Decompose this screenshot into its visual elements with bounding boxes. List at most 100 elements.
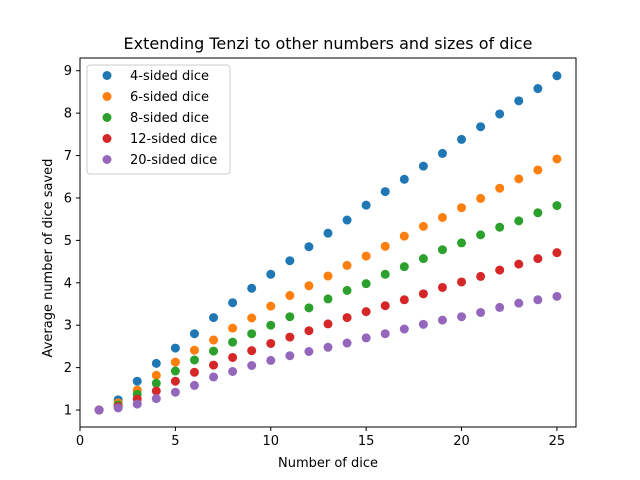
data-point-5-25 xyxy=(552,291,562,301)
data-point-4-15 xyxy=(361,307,371,317)
data-point-5-5 xyxy=(170,387,180,397)
y-tick-label: 8 xyxy=(64,107,72,122)
data-point-5-8 xyxy=(228,366,238,376)
data-point-3-8 xyxy=(228,337,238,347)
data-point-5-16 xyxy=(380,329,390,339)
data-point-3-10 xyxy=(266,320,276,330)
plot-area xyxy=(94,71,562,415)
data-point-2-17 xyxy=(399,231,409,241)
data-point-1-17 xyxy=(399,174,409,184)
data-point-2-8 xyxy=(228,323,238,333)
data-point-5-24 xyxy=(533,295,543,305)
legend-marker-1 xyxy=(102,71,112,80)
legend-label-1: 4-sided dice xyxy=(130,69,209,84)
y-tick-label: 6 xyxy=(64,191,72,206)
data-point-5-11 xyxy=(285,351,295,361)
data-point-4-16 xyxy=(380,301,390,311)
data-point-5-12 xyxy=(304,347,314,356)
x-tick-label: 20 xyxy=(453,434,470,449)
data-point-3-15 xyxy=(361,279,371,289)
data-point-5-22 xyxy=(495,302,505,312)
data-point-3-5 xyxy=(170,366,180,376)
x-axis-label: Number of dice xyxy=(278,456,378,471)
data-point-1-24 xyxy=(533,84,543,94)
data-point-3-25 xyxy=(552,201,562,211)
legend: 4-sided dice 6-sided dice 8-sided dice 12-s… xyxy=(86,64,231,175)
chart-title: Extending Tenzi to other numbers and siz… xyxy=(124,34,533,53)
data-point-4-19 xyxy=(437,282,447,292)
data-point-1-23 xyxy=(514,96,524,106)
data-point-2-6 xyxy=(189,345,199,355)
data-point-4-11 xyxy=(285,332,295,342)
data-point-2-25 xyxy=(552,154,562,164)
data-point-2-22 xyxy=(495,183,505,193)
data-point-4-24 xyxy=(533,254,543,264)
data-point-5-13 xyxy=(323,342,333,352)
data-point-2-14 xyxy=(342,260,352,270)
data-point-4-14 xyxy=(342,313,352,323)
data-point-3-21 xyxy=(476,230,486,240)
data-point-4-4 xyxy=(151,386,161,396)
y-tick-label: 7 xyxy=(64,149,72,164)
data-point-4-18 xyxy=(418,289,428,299)
data-point-2-11 xyxy=(285,291,295,301)
data-point-1-13 xyxy=(323,228,333,238)
data-point-4-12 xyxy=(304,326,314,336)
data-point-5-9 xyxy=(247,361,257,370)
x-tick-label: 25 xyxy=(549,434,566,449)
plot-frame xyxy=(79,57,577,428)
data-point-1-21 xyxy=(476,122,486,132)
data-point-2-15 xyxy=(361,251,371,261)
data-point-4-21 xyxy=(476,271,486,281)
data-point-1-9 xyxy=(247,283,257,293)
data-point-2-23 xyxy=(514,174,524,184)
data-point-3-17 xyxy=(399,262,409,272)
data-point-1-25 xyxy=(552,71,562,81)
data-point-1-5 xyxy=(170,343,180,353)
legend-label-3: 8-sided dice xyxy=(130,111,209,126)
data-point-2-24 xyxy=(533,165,543,175)
data-point-5-6 xyxy=(189,380,199,390)
y-tick-label: 5 xyxy=(64,234,72,249)
data-point-5-10 xyxy=(266,355,276,365)
data-point-1-8 xyxy=(228,298,238,308)
data-point-1-4 xyxy=(151,358,161,368)
data-point-1-11 xyxy=(285,256,295,266)
data-point-2-16 xyxy=(380,241,390,251)
data-point-1-3 xyxy=(132,376,142,386)
x-tick-label: 10 xyxy=(262,434,279,449)
data-point-1-10 xyxy=(266,269,276,279)
data-point-5-17 xyxy=(399,324,409,334)
legend-label-5: 20-sided dice xyxy=(130,153,217,168)
data-point-1-7 xyxy=(209,313,219,323)
data-point-4-13 xyxy=(323,319,333,329)
data-point-4-9 xyxy=(247,346,257,356)
data-point-5-23 xyxy=(514,298,524,308)
data-point-5-20 xyxy=(457,312,467,322)
data-point-3-7 xyxy=(209,346,219,356)
data-point-3-18 xyxy=(418,254,428,264)
data-point-3-6 xyxy=(189,355,199,365)
data-point-4-20 xyxy=(457,277,467,287)
legend-marker-4 xyxy=(102,134,112,143)
data-point-3-14 xyxy=(342,285,352,295)
data-point-2-5 xyxy=(170,357,180,367)
data-point-2-12 xyxy=(304,281,314,291)
data-point-3-12 xyxy=(304,303,314,313)
legend-label-2: 6-sided dice xyxy=(130,90,209,105)
data-point-1-15 xyxy=(361,200,371,210)
data-point-3-20 xyxy=(457,238,467,248)
data-point-1-14 xyxy=(342,215,352,225)
legend-marker-2 xyxy=(102,92,112,101)
data-point-2-19 xyxy=(437,212,447,222)
data-point-1-12 xyxy=(304,242,314,252)
y-tick-label: 2 xyxy=(64,361,72,376)
y-tick-label: 4 xyxy=(64,276,72,291)
y-tick-label: 9 xyxy=(64,64,72,79)
data-point-4-6 xyxy=(189,367,199,377)
data-point-4-5 xyxy=(170,376,180,386)
data-point-3-24 xyxy=(533,208,543,218)
x-tick-label: 15 xyxy=(358,434,375,449)
data-point-1-22 xyxy=(495,109,505,119)
